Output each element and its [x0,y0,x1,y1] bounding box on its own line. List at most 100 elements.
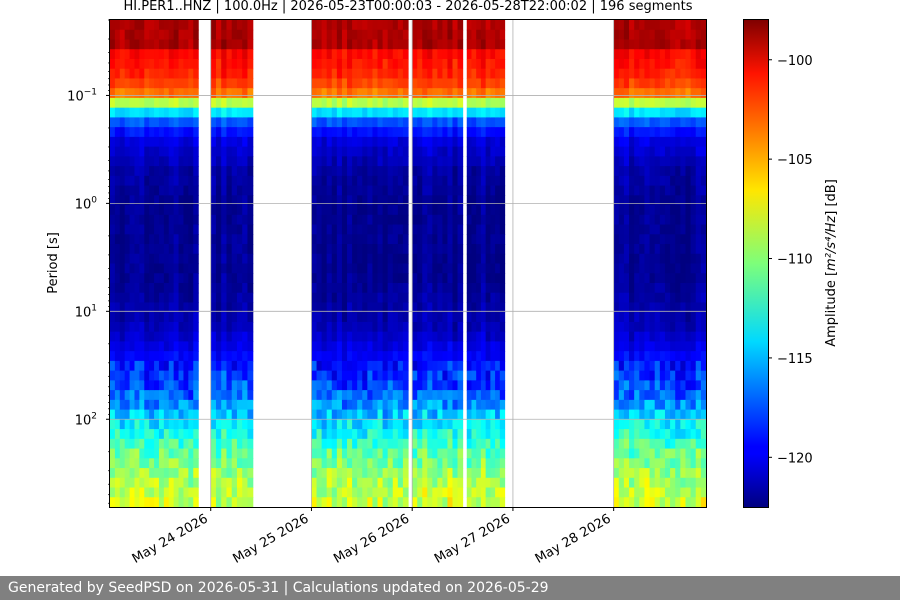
heatmap-cell [417,312,423,323]
heatmap-cell [471,58,477,70]
heatmap-cell [114,497,121,508]
heatmap-cell [639,292,646,304]
heatmap-cell [466,234,473,245]
heatmap-cell [634,321,640,333]
heatmap-cell [629,360,635,372]
heatmap-cell [387,282,394,294]
heatmap-cell [158,244,165,255]
heatmap-cell [158,282,165,294]
heatmap-cell [397,49,404,60]
heatmap-cell [311,234,318,245]
heatmap-cell [129,390,136,401]
heatmap-cell [387,195,394,206]
heatmap-cell [452,409,459,420]
heatmap-cell [321,205,328,216]
heatmap-cell [485,88,491,99]
heatmap-cell [664,68,671,80]
heatmap-cell [242,497,249,508]
heatmap-cell [387,234,394,245]
heatmap-cell [316,399,323,411]
heatmap-cell [372,331,379,343]
heatmap-cell [382,360,389,372]
heatmap-cell [457,302,464,313]
heatmap-cell [236,117,243,128]
heatmap-cell [134,292,140,304]
heatmap-cell [231,477,238,489]
heatmap-cell [178,302,185,313]
heatmap-cell [490,429,496,440]
heatmap-cell [432,253,438,265]
heatmap-cell [110,107,116,118]
heatmap-cell [158,321,165,333]
heatmap-cell [397,487,404,498]
heatmap-cell [331,68,338,80]
heatmap-cell [139,78,145,89]
heatmap-cell [447,39,454,50]
heatmap-cell [372,97,379,109]
heatmap-cell [618,273,625,284]
heatmap-cell [236,29,243,41]
heatmap-cell [452,20,459,31]
heatmap-cell [144,244,150,255]
heatmap-cell [422,29,428,41]
heatmap-cell [499,39,506,50]
heatmap-cell [499,68,506,80]
heatmap-cell [154,438,160,450]
heatmap-cell [247,49,254,60]
heatmap-cell [331,458,338,469]
heatmap-cell [110,282,116,294]
heatmap-cell [154,477,160,489]
heatmap-cell [659,487,666,498]
heatmap-cell [231,117,238,128]
heatmap-cell [680,29,687,41]
heatmap-cell [236,429,243,440]
heatmap-cell [471,341,477,352]
heatmap-cell [231,88,238,99]
heatmap-cell [490,107,496,118]
heatmap-cell [437,58,444,70]
heatmap-cell [119,244,126,255]
heatmap-cell [471,263,477,274]
heatmap-cell [649,39,656,50]
heatmap-cell [362,351,368,362]
heatmap-cell [134,399,140,411]
heatmap-cell [149,195,155,206]
data-segment [311,20,409,508]
heatmap-cell [659,312,666,323]
heatmap-cell [432,302,438,313]
heatmap-cell [129,195,136,206]
heatmap-cell [129,370,136,381]
heatmap-cell [173,58,180,70]
heatmap-cell [119,360,126,372]
heatmap-cell [178,78,185,89]
heatmap-cell [372,458,379,469]
heatmap-cell [352,117,358,128]
heatmap-cell [114,263,121,274]
heatmap-cell [437,419,444,430]
heatmap-cell [422,419,428,430]
heatmap-cell [144,331,150,343]
heatmap-cell [700,127,707,138]
heatmap-cell [114,370,121,381]
heatmap-cell [397,127,404,138]
heatmap-cell [242,195,249,206]
heatmap-cell [188,331,194,343]
heatmap-cell [144,302,150,313]
heatmap-cell [347,166,353,177]
heatmap-cell [471,487,477,498]
heatmap-cell [670,205,676,216]
heatmap-cell [664,429,671,440]
heatmap-cell [452,292,459,304]
heatmap-cell [480,136,487,148]
heatmap-cell [466,331,473,343]
heatmap-cell [347,390,353,401]
heatmap-cell [110,146,116,157]
heatmap-cell [387,244,394,255]
heatmap-cell [311,429,318,440]
heatmap-cell [247,429,254,440]
heatmap-cell [613,29,620,41]
heatmap-cell [685,487,692,498]
heatmap-cell [316,234,323,245]
heatmap-cell [163,78,170,89]
heatmap-cell [644,312,651,323]
